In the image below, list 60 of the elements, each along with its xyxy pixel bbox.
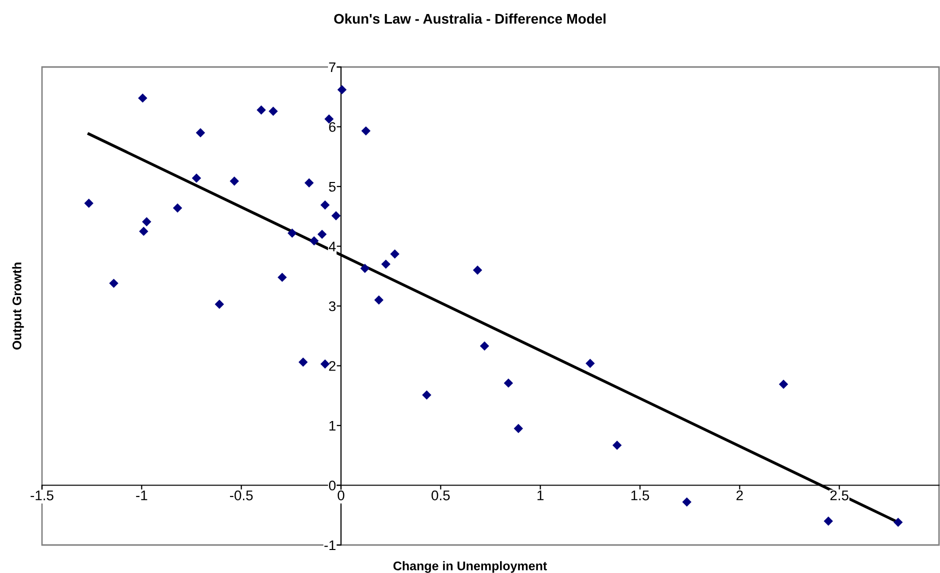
point [256, 105, 266, 115]
point [360, 264, 370, 273]
y-tick-label: 3 [328, 301, 336, 312]
point [139, 226, 148, 236]
point [196, 128, 206, 138]
x-tick-label: -1.5 [30, 490, 54, 500]
point [514, 424, 524, 434]
point [304, 178, 314, 188]
point [109, 278, 118, 288]
point [361, 126, 371, 136]
x-tick-label: 1.5 [631, 490, 650, 500]
point [230, 176, 239, 186]
point [480, 341, 490, 351]
point [268, 106, 278, 116]
point [824, 516, 833, 526]
x-tick-label: 2 [736, 490, 743, 500]
y-tick-label: 6 [329, 122, 336, 132]
point [138, 93, 148, 103]
point [422, 390, 432, 400]
x-tick-label: -1 [136, 490, 148, 500]
y-tick-label: 5 [328, 182, 336, 192]
point [504, 378, 514, 388]
point [309, 236, 319, 246]
point [331, 211, 341, 220]
point [84, 198, 94, 208]
point [142, 217, 152, 226]
point [381, 260, 390, 269]
y-axis-title: Output Growth [12, 262, 24, 350]
point [374, 295, 384, 305]
x-tick-label: 0 [338, 490, 344, 500]
y-tick-label: 0 [328, 480, 336, 490]
y-tick-label: 4 [328, 242, 336, 252]
point [682, 497, 692, 507]
y-tick-label: -1 [324, 540, 336, 550]
point [214, 300, 224, 309]
y-tick-label: 7 [329, 62, 336, 72]
x-tick-label: 1 [538, 490, 544, 500]
x-axis-title: Change in Unemployment [393, 561, 547, 573]
point [390, 249, 400, 259]
point [894, 518, 903, 527]
point [192, 174, 202, 183]
point [472, 266, 482, 275]
point [317, 230, 327, 239]
x-tick-label: 2.5 [830, 490, 848, 500]
point [778, 380, 788, 389]
point [337, 85, 347, 94]
point [586, 358, 595, 368]
y-tick-label: 2 [329, 361, 336, 371]
point [324, 114, 334, 124]
y-tick-label: 1 [329, 420, 336, 431]
point [278, 272, 287, 282]
point [288, 228, 297, 238]
chart-title: Okun's Law - Australia - Difference Model [334, 14, 606, 24]
point [320, 359, 330, 369]
point [172, 203, 182, 213]
point [298, 358, 308, 367]
point [320, 200, 330, 210]
x-tick-label: -0.5 [230, 490, 253, 500]
x-tick-label: 0.5 [432, 490, 450, 500]
point [612, 440, 622, 450]
